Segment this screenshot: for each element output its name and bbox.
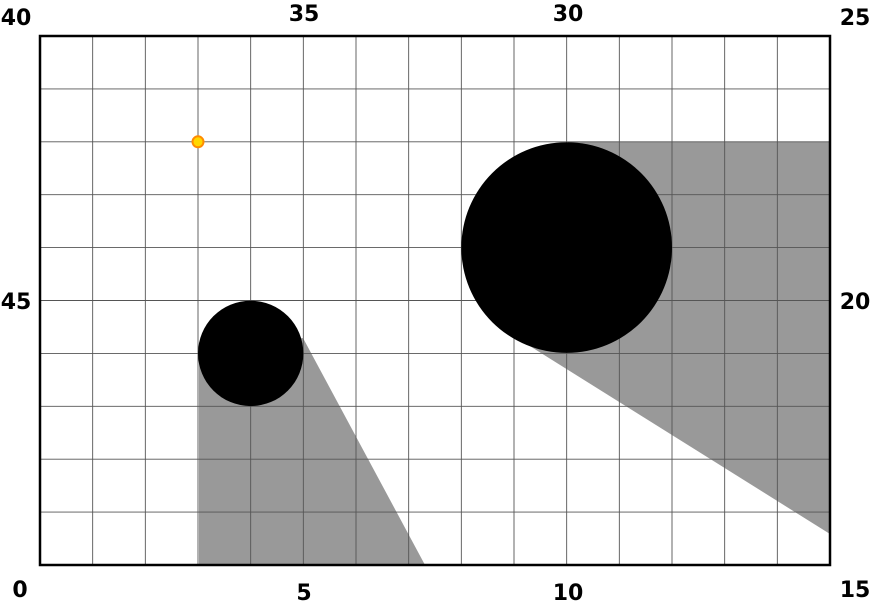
grid-border — [38, 34, 832, 567]
label-bottom-right: 15 — [840, 578, 871, 603]
label-top-right: 25 — [840, 6, 871, 31]
light-source-dot — [191, 135, 205, 149]
small-circle — [198, 300, 304, 407]
label-top-left: 40 — [1, 6, 32, 31]
label-left-middle: 45 — [1, 290, 32, 315]
label-top-35: 35 — [289, 2, 320, 27]
label-right-middle: 20 — [840, 290, 871, 315]
grid-lines — [40, 36, 830, 565]
label-top-30: 30 — [553, 2, 584, 27]
label-bottom-10: 10 — [553, 581, 584, 605]
label-bottom-5: 5 — [296, 581, 311, 605]
large-circle — [461, 142, 672, 353]
label-bottom-left: 0 — [12, 578, 27, 603]
